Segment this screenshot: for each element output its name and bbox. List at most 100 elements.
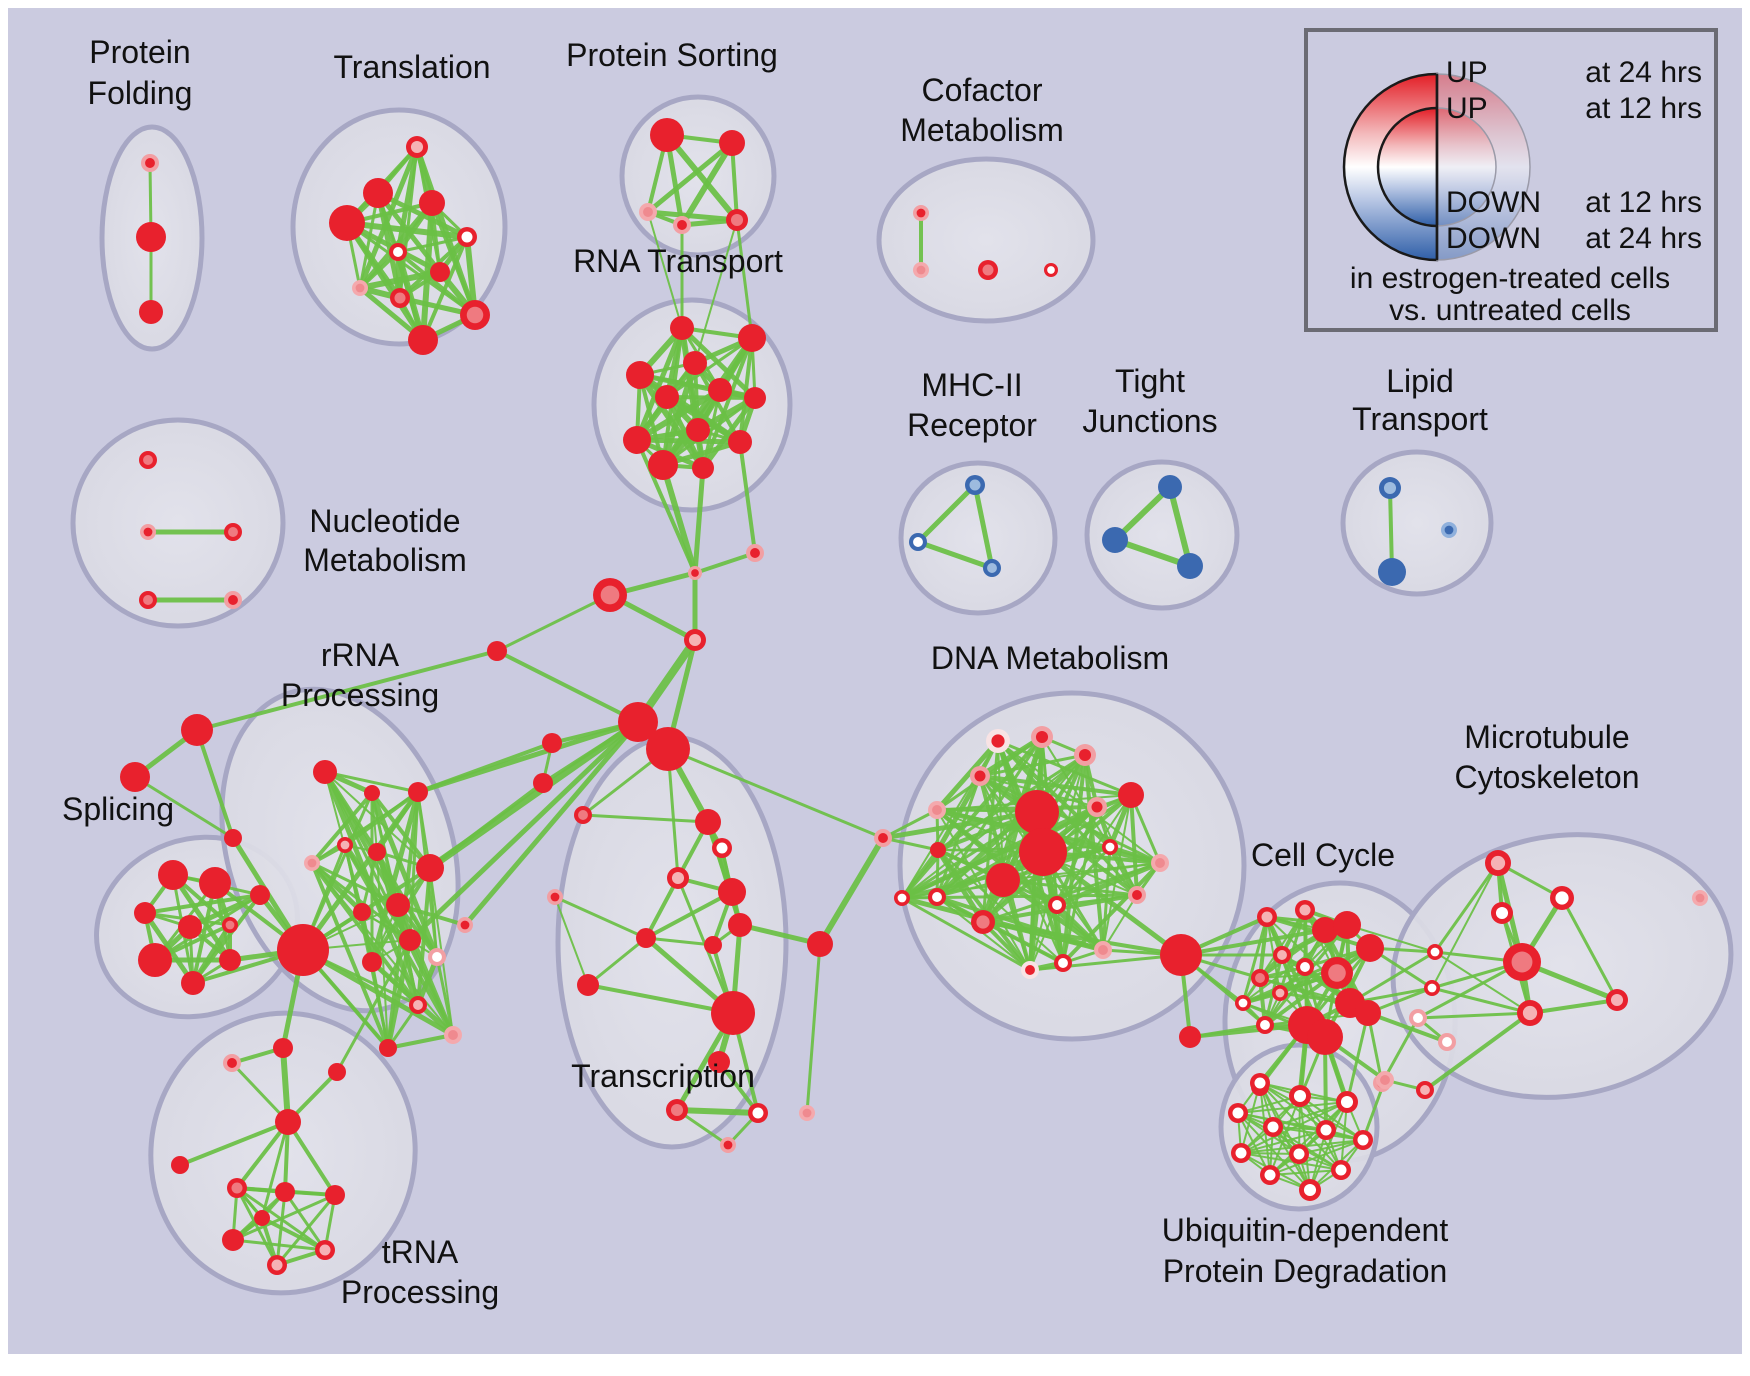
gene-node-hub1 bbox=[618, 702, 658, 742]
edge-rr9-rr14 bbox=[385, 937, 413, 1051]
cluster-label-rrna-processing-line2: Processing bbox=[281, 677, 439, 713]
cluster-label-cofactor-metabolism-line1: Cofactor bbox=[922, 72, 1043, 108]
node-ring-24h bbox=[1160, 934, 1202, 976]
edge-c3-m6 bbox=[1346, 924, 1436, 953]
edge-tc-h0 bbox=[235, 1120, 290, 1190]
edge-m8-m4 bbox=[1416, 1011, 1532, 1020]
cluster-label-mhc-ii-receptor-line1: MHC-II bbox=[921, 367, 1022, 403]
gene-node-c9 bbox=[1272, 985, 1288, 1001]
gene-node-d10 bbox=[874, 829, 892, 847]
edge-t10-t16 bbox=[586, 983, 735, 1015]
node-ring-24h bbox=[120, 762, 150, 792]
gene-node-u6 bbox=[1353, 1130, 1373, 1150]
gene-node-tl7 bbox=[352, 280, 368, 296]
edge-rr9-rr13 bbox=[408, 938, 455, 1037]
gene-node-u5 bbox=[1316, 1120, 1336, 1140]
node-core-12h bbox=[1299, 904, 1311, 916]
node-ring-24h bbox=[362, 952, 382, 972]
edge-e0-ch2 bbox=[495, 593, 612, 653]
node-ring-24h bbox=[744, 387, 766, 409]
gene-node-rt2 bbox=[626, 361, 654, 389]
gene-node-n4 bbox=[224, 591, 242, 609]
node-core-12h bbox=[1320, 1124, 1332, 1136]
gene-node-db1 bbox=[1015, 790, 1059, 834]
gene-node-chub bbox=[1160, 934, 1202, 976]
edge-d2-d9 bbox=[936, 753, 1087, 852]
gene-node-c2 bbox=[1312, 917, 1338, 943]
node-ring-24h bbox=[1312, 917, 1338, 943]
node-core-12h bbox=[231, 1182, 243, 1194]
gene-node-g1 bbox=[533, 773, 553, 793]
node-core-12h bbox=[643, 207, 653, 217]
edge-m6-m0 bbox=[1433, 861, 1500, 954]
gene-node-ps4 bbox=[726, 209, 748, 231]
gene-node-t0 bbox=[695, 809, 721, 835]
cluster-label-protein-folding-line1: Protein bbox=[89, 34, 190, 70]
edge-tl3-tl9 bbox=[430, 201, 477, 317]
gene-node-tr0 bbox=[181, 714, 213, 746]
gene-node-rr9 bbox=[399, 929, 421, 951]
gene-node-c6 bbox=[1296, 958, 1314, 976]
edge-ch0-ch1 bbox=[693, 551, 757, 575]
gene-node-d3 bbox=[970, 766, 990, 786]
gene-node-rr11 bbox=[428, 948, 446, 966]
edge-c16-c14 bbox=[1188, 1023, 1309, 1039]
gene-node-t10 bbox=[711, 991, 755, 1035]
node-core-12h bbox=[1444, 525, 1454, 535]
gene-node-ps3 bbox=[673, 216, 691, 234]
gene-node-c5 bbox=[1321, 957, 1353, 989]
gene-node-u2 bbox=[1336, 1091, 1358, 1113]
gene-node-d2 bbox=[1074, 744, 1096, 766]
gene-node-tr1 bbox=[120, 762, 150, 792]
gene-node-tl5 bbox=[389, 243, 407, 261]
node-ring-24h bbox=[386, 893, 410, 917]
node-core-12h bbox=[670, 1103, 684, 1117]
node-ring-24h bbox=[275, 1109, 301, 1135]
edge-d14-d15 bbox=[1102, 894, 1138, 951]
gene-node-tj2 bbox=[1177, 553, 1203, 579]
edge-rrC-rr9 bbox=[335, 938, 412, 1074]
gene-node-t4 bbox=[574, 806, 592, 824]
edge-rr8-rr11 bbox=[361, 911, 438, 958]
gene-node-d16 bbox=[1021, 961, 1039, 979]
node-core-12h bbox=[730, 213, 744, 227]
edge-t12-t13 bbox=[674, 1107, 761, 1116]
gene-node-cf0 bbox=[913, 205, 929, 221]
edge-t5-t6 bbox=[553, 895, 648, 940]
gene-node-tl6 bbox=[430, 262, 450, 282]
gene-node-lt1 bbox=[1378, 558, 1406, 586]
edge-rrB-tc bbox=[230, 1061, 290, 1124]
node-ring-24h bbox=[1378, 558, 1406, 586]
node-core-12h bbox=[1383, 481, 1397, 495]
node-core-12h bbox=[1091, 801, 1103, 813]
gene-node-ch1 bbox=[688, 566, 702, 580]
gene-node-c0 bbox=[1257, 907, 1277, 927]
cluster-label-protein-folding-line2: Folding bbox=[88, 75, 193, 111]
edge-u2-u10 bbox=[1269, 1101, 1348, 1176]
gene-node-d4 bbox=[928, 801, 946, 819]
cluster-ellipse-cofactor-metabolism bbox=[876, 156, 1096, 324]
node-core-12h bbox=[1047, 266, 1055, 274]
edge-u2-u3 bbox=[1237, 1101, 1348, 1114]
edge-m1-m5 bbox=[1560, 896, 1619, 1002]
node-core-12h bbox=[145, 158, 155, 168]
gene-node-rt10 bbox=[648, 450, 678, 480]
node-ring-24h bbox=[138, 943, 172, 977]
node-core-12h bbox=[1275, 988, 1285, 998]
legend-layer: UP at 24 hrs UP at 12 hrs DOWN at 12 hrs DOWN a… bbox=[1304, 28, 1718, 332]
node-ring-24h bbox=[328, 1063, 346, 1081]
gene-node-u9 bbox=[1331, 1160, 1351, 1180]
gene-node-ub2 bbox=[1416, 1081, 1434, 1099]
gene-node-sp9 bbox=[224, 829, 242, 847]
gene-node-tl9 bbox=[460, 300, 490, 330]
gene-node-m2 bbox=[1491, 902, 1513, 924]
edge-h4-h6 bbox=[260, 1216, 327, 1252]
gene-node-ps1 bbox=[719, 130, 745, 156]
node-ring-24h bbox=[686, 418, 710, 442]
gene-node-rrh bbox=[277, 924, 329, 976]
node-core-12h bbox=[143, 595, 153, 605]
gene-node-t11 bbox=[708, 1051, 730, 1073]
cluster-label-nucleotide-metabolism-line1: Nucleotide bbox=[309, 503, 460, 539]
gene-node-d13 bbox=[1048, 896, 1066, 914]
edge-rr5-rr8 bbox=[360, 850, 379, 914]
